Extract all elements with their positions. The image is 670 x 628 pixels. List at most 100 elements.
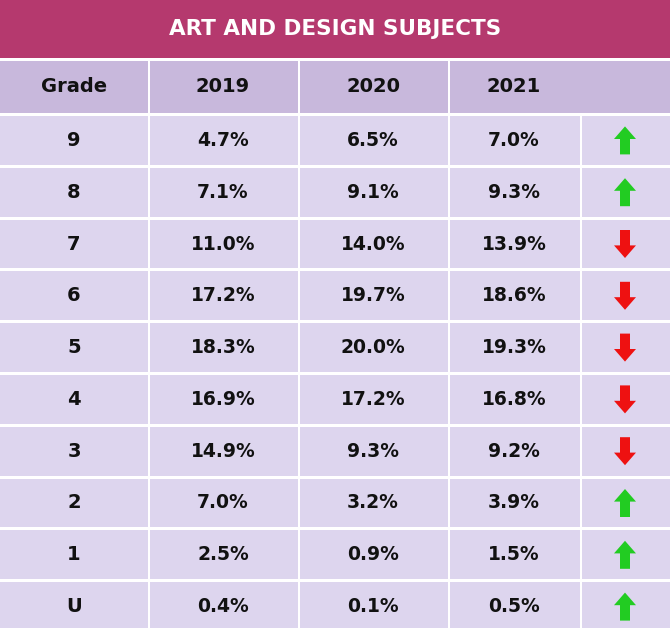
Bar <box>580 375 670 424</box>
Bar <box>0 475 670 479</box>
Bar <box>448 582 580 628</box>
Polygon shape <box>614 437 636 465</box>
Text: 1: 1 <box>67 545 81 565</box>
Text: 2021: 2021 <box>487 77 541 97</box>
Bar <box>298 116 300 165</box>
Text: 19.7%: 19.7% <box>340 286 405 305</box>
Bar <box>0 531 148 579</box>
Text: 4: 4 <box>67 390 81 409</box>
Bar <box>448 427 580 475</box>
Text: 9.3%: 9.3% <box>488 183 540 202</box>
Text: ART AND DESIGN SUBJECTS: ART AND DESIGN SUBJECTS <box>169 19 501 39</box>
Bar <box>0 116 148 165</box>
Bar <box>148 375 150 424</box>
Bar <box>0 579 670 582</box>
Text: 16.8%: 16.8% <box>482 390 546 409</box>
Bar <box>580 479 670 528</box>
Bar <box>298 582 448 628</box>
Text: 9: 9 <box>67 131 81 150</box>
Bar <box>0 58 670 61</box>
Bar <box>148 479 298 528</box>
Bar <box>298 323 300 372</box>
Bar <box>580 582 582 628</box>
Bar <box>580 168 582 217</box>
Text: 13.9%: 13.9% <box>482 234 547 254</box>
Bar <box>0 61 148 113</box>
Text: 0.9%: 0.9% <box>347 545 399 565</box>
Bar <box>148 271 298 320</box>
Bar <box>148 220 298 268</box>
Polygon shape <box>614 489 636 517</box>
Bar <box>298 61 448 113</box>
Text: 2020: 2020 <box>346 77 400 97</box>
Text: 14.9%: 14.9% <box>191 441 255 461</box>
Bar <box>448 531 450 579</box>
Bar <box>148 116 150 165</box>
Polygon shape <box>614 126 636 154</box>
Bar <box>580 168 670 217</box>
Text: 2: 2 <box>67 494 81 512</box>
Bar <box>580 427 670 475</box>
Bar <box>580 479 582 528</box>
Text: 1.5%: 1.5% <box>488 545 540 565</box>
Text: 7.0%: 7.0% <box>488 131 540 150</box>
Polygon shape <box>614 541 636 569</box>
Bar <box>298 375 448 424</box>
Bar <box>298 271 300 320</box>
Bar <box>0 427 148 475</box>
Bar <box>448 271 450 320</box>
Bar <box>0 271 148 320</box>
Bar <box>298 61 300 113</box>
Bar <box>0 165 670 168</box>
Text: 18.6%: 18.6% <box>482 286 546 305</box>
Bar <box>298 271 448 320</box>
Bar <box>448 116 450 165</box>
Text: Grade: Grade <box>41 77 107 97</box>
Text: 8: 8 <box>67 183 81 202</box>
Bar <box>448 375 450 424</box>
Bar <box>0 375 148 424</box>
Bar <box>148 531 298 579</box>
Bar <box>148 427 298 475</box>
Bar <box>0 582 148 628</box>
Text: 16.9%: 16.9% <box>191 390 255 409</box>
Bar <box>148 61 150 113</box>
Bar <box>448 220 450 268</box>
Bar <box>148 479 150 528</box>
Bar <box>580 271 582 320</box>
Bar <box>0 323 148 372</box>
Text: 9.1%: 9.1% <box>347 183 399 202</box>
Bar <box>448 323 580 372</box>
Bar <box>580 116 582 165</box>
Text: 11.0%: 11.0% <box>191 234 255 254</box>
Text: 9.2%: 9.2% <box>488 441 540 461</box>
Bar <box>448 479 580 528</box>
Bar <box>148 220 150 268</box>
Bar <box>580 582 670 628</box>
Text: 5: 5 <box>67 338 81 357</box>
Polygon shape <box>614 333 636 362</box>
Bar <box>298 427 448 475</box>
Bar <box>448 582 450 628</box>
Text: 14.0%: 14.0% <box>340 234 405 254</box>
Text: 3: 3 <box>67 441 81 461</box>
Bar <box>298 116 448 165</box>
Bar <box>298 168 300 217</box>
Text: 18.3%: 18.3% <box>191 338 255 357</box>
Polygon shape <box>614 593 636 620</box>
Text: 7.0%: 7.0% <box>197 494 249 512</box>
Text: 7: 7 <box>67 234 81 254</box>
Polygon shape <box>614 282 636 310</box>
Bar <box>298 323 448 372</box>
Bar <box>580 271 670 320</box>
Bar <box>580 531 670 579</box>
Bar <box>448 116 580 165</box>
Bar <box>448 375 580 424</box>
Bar <box>298 427 300 475</box>
Bar <box>580 61 670 113</box>
Bar <box>298 168 448 217</box>
Bar <box>148 582 150 628</box>
Text: 20.0%: 20.0% <box>340 338 405 357</box>
Bar <box>580 116 670 165</box>
Bar <box>0 220 148 268</box>
